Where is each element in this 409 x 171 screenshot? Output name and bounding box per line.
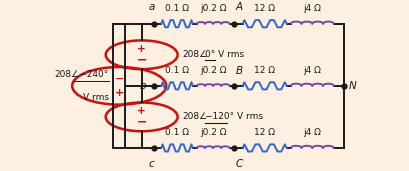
Text: j4 Ω: j4 Ω: [303, 66, 320, 75]
Text: 0.1 Ω: 0.1 Ω: [164, 128, 189, 137]
Text: 12 Ω: 12 Ω: [254, 128, 274, 137]
Text: −: −: [136, 116, 146, 129]
Text: 0.1 Ω: 0.1 Ω: [164, 4, 189, 13]
Text: j4 Ω: j4 Ω: [303, 128, 320, 137]
Text: B: B: [235, 66, 242, 76]
Text: A: A: [235, 2, 242, 12]
Text: j0.2 Ω: j0.2 Ω: [200, 128, 226, 137]
Text: a: a: [148, 2, 155, 12]
Text: j0.2 Ω: j0.2 Ω: [200, 4, 226, 13]
Text: j4 Ω: j4 Ω: [303, 4, 320, 13]
Text: 12 Ω: 12 Ω: [254, 4, 274, 13]
Text: j0.2 Ω: j0.2 Ω: [200, 66, 226, 75]
Text: C: C: [235, 159, 242, 169]
Text: 208∠: 208∠: [182, 112, 207, 121]
Text: −: −: [136, 54, 146, 67]
Text: V rms: V rms: [83, 93, 109, 102]
Text: 208∠: 208∠: [182, 50, 207, 59]
Text: N: N: [348, 81, 356, 91]
Text: 208∠−240°: 208∠−240°: [54, 70, 109, 79]
Text: +: +: [137, 106, 146, 116]
Text: −120° V rms: −120° V rms: [204, 112, 262, 121]
Text: 12 Ω: 12 Ω: [254, 66, 274, 75]
Text: 0° V rms: 0° V rms: [204, 50, 243, 59]
Text: b: b: [139, 81, 146, 91]
Text: +: +: [137, 44, 146, 54]
Text: +: +: [114, 88, 124, 98]
Text: 0.1 Ω: 0.1 Ω: [164, 66, 189, 75]
Text: −: −: [114, 74, 124, 84]
Text: c: c: [148, 159, 154, 169]
